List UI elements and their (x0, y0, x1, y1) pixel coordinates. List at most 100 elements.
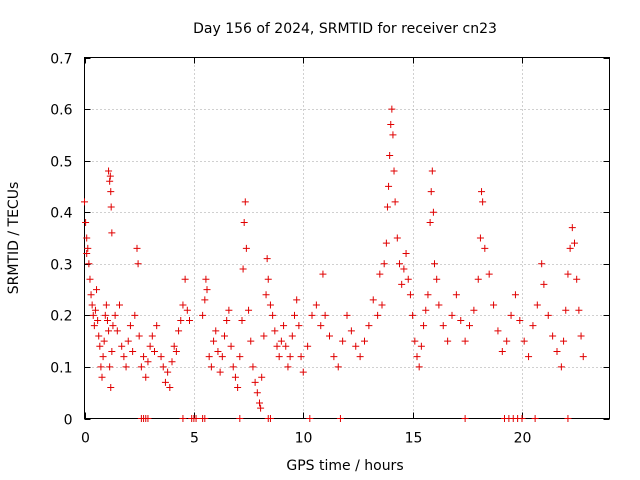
data-point (202, 275, 210, 283)
data-point (444, 337, 452, 345)
data-point (380, 260, 388, 268)
data-point (562, 306, 570, 314)
data-point (223, 317, 231, 325)
data-point (429, 208, 437, 216)
x-tick-label: 0 (81, 431, 90, 447)
data-point (175, 327, 183, 335)
data-point (369, 296, 377, 304)
data-point (402, 249, 410, 257)
data-point (330, 353, 338, 361)
data-point (146, 342, 154, 350)
data-point (164, 368, 172, 376)
data-point (124, 337, 132, 345)
data-point (280, 322, 288, 330)
data-point (83, 249, 91, 257)
data-point (374, 311, 382, 319)
data-point (106, 363, 114, 371)
data-point (263, 255, 271, 263)
data-point (256, 399, 263, 407)
data-point (518, 415, 526, 422)
x-axis-label: GPS time / hours (286, 458, 403, 474)
data-point (485, 270, 493, 278)
data-point (260, 332, 268, 340)
data-point (241, 198, 249, 206)
data-point (339, 337, 347, 345)
data-point (385, 182, 393, 190)
data-point (378, 301, 386, 309)
data-point (361, 337, 368, 345)
data-point (105, 167, 113, 175)
data-point (490, 301, 498, 309)
data-point (382, 239, 390, 247)
data-point (94, 317, 102, 325)
data-point (231, 373, 239, 381)
data-point (98, 373, 106, 381)
data-point (271, 327, 279, 335)
data-point (409, 311, 417, 319)
data-point (299, 368, 307, 376)
data-point (99, 353, 107, 361)
data-point (251, 378, 259, 386)
data-point (120, 353, 128, 361)
data-point (413, 353, 421, 361)
data-point (406, 291, 414, 299)
data-point (170, 342, 178, 350)
grid-lines (84, 57, 610, 419)
data-point (297, 353, 305, 361)
data-point (87, 291, 95, 299)
data-point (427, 188, 435, 196)
data-point (568, 224, 576, 232)
data-point (284, 363, 292, 371)
data-point (103, 317, 111, 325)
data-point (415, 363, 423, 371)
data-point (142, 373, 150, 381)
data-point (529, 322, 537, 330)
data-point (461, 337, 469, 345)
data-point (439, 322, 447, 330)
data-point (201, 296, 209, 304)
data-point (201, 415, 209, 422)
data-point (151, 347, 158, 355)
data-point (137, 363, 145, 371)
data-point (258, 373, 266, 381)
y-tick-label: 0.5 (50, 155, 72, 171)
data-point (494, 327, 502, 335)
data-point (560, 337, 568, 345)
data-point (466, 322, 473, 330)
data-point (227, 342, 235, 350)
data-point (457, 317, 465, 325)
y-tick-label: 0.7 (50, 52, 72, 68)
data-point (389, 131, 397, 139)
data-point (97, 363, 105, 371)
x-tick-label: 5 (190, 431, 199, 447)
y-tick-label: 0.2 (50, 309, 72, 325)
data-point (81, 198, 88, 206)
data-point (144, 415, 152, 422)
data-point (242, 244, 250, 252)
data-point (122, 363, 130, 371)
data-point (253, 389, 261, 397)
data-point (126, 322, 134, 330)
data-point (177, 317, 185, 325)
data-point (326, 332, 333, 340)
data-point (422, 306, 430, 314)
data-point (544, 311, 552, 319)
data-point (157, 353, 165, 361)
data-point (225, 306, 233, 314)
data-point (452, 291, 460, 299)
data-point (383, 203, 391, 211)
data-point (82, 219, 90, 227)
data-point (575, 306, 583, 314)
data-point (111, 311, 119, 319)
data-point (108, 229, 116, 237)
data-point (247, 337, 255, 345)
data-point (108, 347, 116, 355)
data-point (304, 342, 312, 350)
data-point (199, 311, 207, 319)
data-point (479, 198, 487, 206)
data-point (571, 239, 578, 247)
data-point (249, 363, 257, 371)
y-tick-label: 0.4 (50, 206, 72, 222)
data-point (426, 219, 434, 227)
data-point (376, 270, 384, 278)
